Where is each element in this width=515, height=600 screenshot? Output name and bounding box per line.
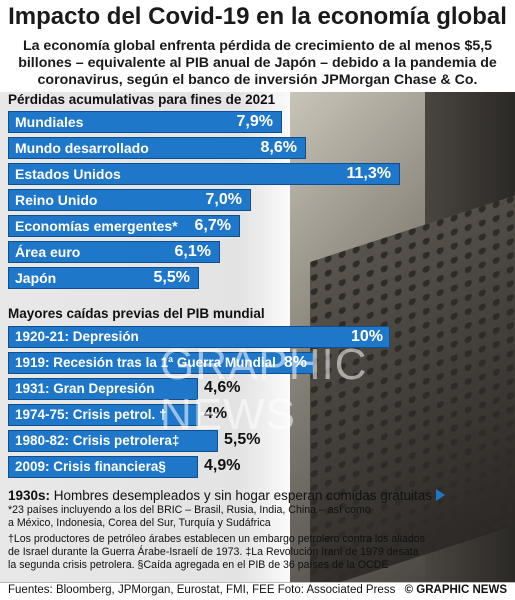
losses-bar-label: Mundiales [15, 114, 84, 130]
history-bar-label: 1931: Gran Depresión [15, 381, 155, 396]
losses-bar: Estados Unidos 11,3% [8, 163, 400, 185]
history-chart-title: Mayores caídas previas del PIB mundial [8, 306, 265, 321]
losses-bar-label: Área euro [15, 244, 81, 260]
losses-bar-label: Economías emergentes* [15, 218, 178, 234]
footnote-2: a México, Indonesia, Corea del Sur, Turq… [8, 517, 271, 529]
losses-bar-label: Mundo desarrollado [15, 140, 149, 156]
losses-bar: Economías emergentes* 6,7% [8, 215, 240, 237]
history-bar: 1931: Gran Depresión [8, 378, 198, 400]
history-bar: 1919: Recesión tras la 1ª Guerra Mundial… [8, 352, 314, 374]
losses-bar-label: Reino Unido [15, 192, 98, 208]
history-bar: 2009: Crisis financiera§ [8, 456, 198, 478]
footnote-3: †Los productores de petróleo árabes esta… [8, 533, 425, 545]
history-bar-value: 4% [204, 405, 228, 422]
page-subtitle: La economía global enfrenta pérdida de c… [18, 38, 497, 88]
history-bar-label: 1974-75: Crisis petrol. † [15, 407, 167, 422]
caption-pointer-icon [436, 489, 445, 501]
watermark: GRAPHIC NEWS [160, 340, 368, 439]
sources-text: Fuentes: Bloomberg, JPMorgan, Eurostat, … [8, 584, 396, 596]
losses-bar: Mundiales 7,9% [8, 111, 282, 133]
history-bar-label: 1919: Recesión tras la 1ª Guerra Mundial [15, 355, 276, 370]
brand-credit: © GRAPHIC NEWS [404, 584, 507, 596]
history-bar-label: 1980-82: Crisis petrolera‡ [15, 433, 180, 448]
page-title: Impacto del Covid-19 en la economía glob… [8, 3, 507, 30]
losses-bar-value: 5,5% [153, 269, 190, 286]
losses-bar-label: Japón [15, 270, 57, 286]
history-bar: 1980-82: Crisis petrolera‡ [8, 430, 218, 452]
history-bar-value: 5,5% [224, 431, 261, 448]
losses-bar: Reino Unido 7,0% [8, 189, 251, 211]
history-bar-value: 4,9% [204, 457, 241, 474]
history-bar-value: 8% [283, 354, 307, 371]
losses-bar-value: 8,6% [260, 139, 297, 156]
losses-bar-label: Estados Unidos [15, 166, 121, 182]
caption-text: Hombres desempleados y sin hogar esperan… [50, 488, 432, 503]
footer: Fuentes: Bloomberg, JPMorgan, Eurostat, … [0, 582, 515, 600]
photo-caption: 1930s: Hombres desempleados y sin hogar … [8, 488, 445, 503]
caption-decade: 1930s: [8, 488, 51, 503]
losses-bar-value: 7,9% [236, 113, 273, 130]
history-bar-label: 1920-21: Depresión [15, 329, 139, 344]
losses-bar-value: 7,0% [205, 191, 242, 208]
losses-chart-title: Pérdidas acumulativas para fines de 2021 [8, 92, 276, 107]
history-bar-label: 2009: Crisis financiera§ [15, 459, 166, 474]
losses-bar: Área euro 6,1% [8, 241, 220, 263]
history-bar: 1920-21: Depresión 10% [8, 326, 390, 348]
losses-bar-value: 6,1% [174, 243, 211, 260]
history-bar-value: 4,6% [204, 379, 241, 396]
losses-bar-value: 11,3% [346, 165, 391, 182]
history-bar-value: 10% [350, 328, 383, 345]
footnote-4: de Israel durante la Guerra Árabe-Israel… [8, 546, 419, 558]
footnote-5: la segunda crisis petrolera. §Caída agre… [8, 559, 389, 571]
losses-bar: Mundo desarrollado 8,6% [8, 137, 306, 159]
losses-bar: Japón 5,5% [8, 267, 199, 289]
footnote-1: *23 países incluyendo a los del BRIC – B… [8, 504, 371, 516]
losses-bar-value: 6,7% [194, 217, 231, 234]
history-bar: 1974-75: Crisis petrol. † [8, 404, 198, 426]
